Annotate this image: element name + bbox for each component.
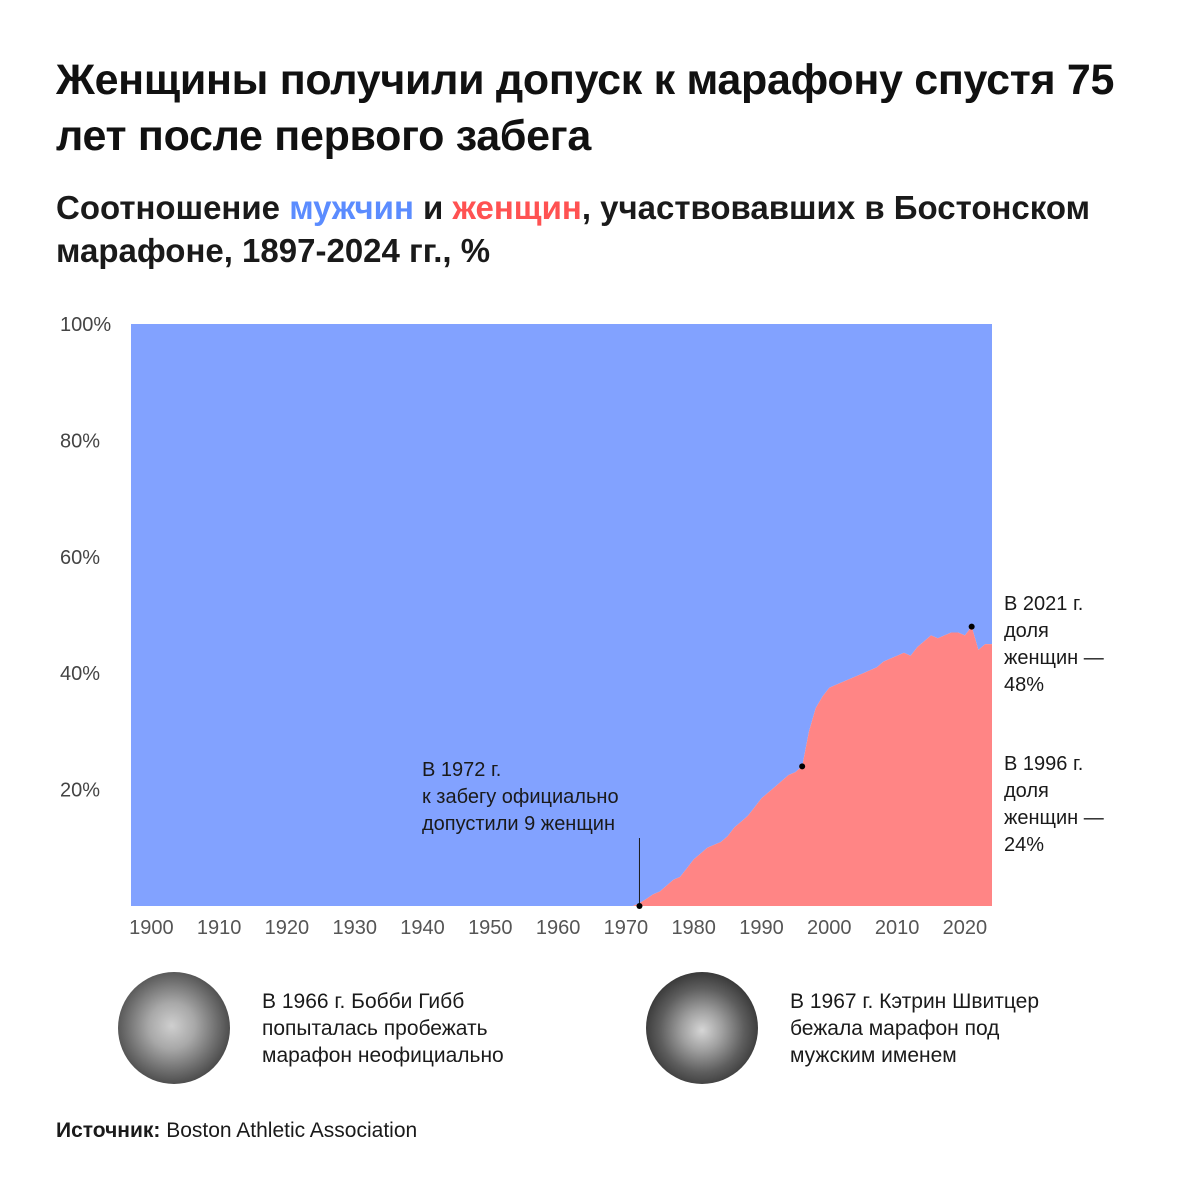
y-tick-label: 100% bbox=[60, 314, 111, 336]
source-text: Boston Athletic Association bbox=[160, 1119, 418, 1142]
subtitle-part2: и bbox=[413, 189, 453, 226]
source-label: Источник: bbox=[56, 1119, 161, 1142]
y-tick-label: 20% bbox=[60, 780, 100, 802]
chart-subtitle: Соотношение мужчин и женщин, участвовавш… bbox=[56, 186, 1156, 272]
annotation-point bbox=[799, 763, 806, 770]
avatar-bobbi-gibb bbox=[118, 972, 230, 1084]
x-tick-label: 1970 bbox=[604, 917, 649, 939]
annotation-line: В 1996 г. bbox=[1004, 753, 1083, 775]
annotation-line: В 2021 г. bbox=[1004, 593, 1083, 615]
plot-areas bbox=[131, 324, 992, 906]
x-tick-label: 1950 bbox=[468, 917, 513, 939]
annotation-line: доля bbox=[1004, 780, 1049, 802]
x-tick-label: 1960 bbox=[536, 917, 581, 939]
y-tick-label: 80% bbox=[60, 430, 100, 452]
subtitle-men-word: мужчин bbox=[289, 189, 414, 226]
caption-bobbi-gibb: В 1966 г. Бобби Гибб попыталась пробежат… bbox=[118, 972, 504, 1084]
subtitle-part1: Соотношение bbox=[56, 189, 290, 226]
area-chart: 100% 80% 60% 40% 20% 1900 1910 1920 1930 1940 195… bbox=[60, 314, 1104, 939]
annotation-1996: В 1996 г. доля женщин — 24% bbox=[1004, 753, 1104, 856]
x-tick-label: 2020 bbox=[943, 917, 988, 939]
area-series-men bbox=[131, 324, 992, 906]
x-tick-label: 1930 bbox=[332, 917, 377, 939]
annotation-line: допустили 9 женщин bbox=[422, 813, 615, 835]
annotations: В 1972 г. к забегу официально допустили 9 … bbox=[422, 593, 1104, 909]
annotation-line: В 1972 г. bbox=[422, 759, 501, 781]
x-tick-label: 2010 bbox=[875, 917, 920, 939]
x-tick-label: 1920 bbox=[265, 917, 310, 939]
y-tick-label: 40% bbox=[60, 663, 100, 685]
caption-text: В 1966 г. Бобби Гибб попыталась пробежат… bbox=[262, 989, 504, 1067]
annotation-1972: В 1972 г. к забегу официально допустили 9 … bbox=[422, 759, 619, 835]
subtitle-women-word: женщин bbox=[452, 189, 582, 226]
annotation-line: женщин — bbox=[1004, 647, 1104, 669]
area-series-women bbox=[131, 626, 992, 906]
x-tick-label: 2000 bbox=[807, 917, 852, 939]
x-tick-label: 1990 bbox=[739, 917, 784, 939]
caption-kathrine-switzer: В 1967 г. Кэтрин Швитцер бежала марафон … bbox=[646, 972, 1039, 1084]
annotation-2021: В 2021 г. доля женщин — 48% bbox=[1004, 593, 1104, 696]
annotation-line: 24% bbox=[1004, 834, 1044, 856]
x-axis-ticks: 1900 1910 1920 1930 1940 1950 1960 1970 1980 1990… bbox=[129, 917, 987, 939]
x-tick-label: 1910 bbox=[197, 917, 242, 939]
y-tick-label: 60% bbox=[60, 547, 100, 569]
x-tick-label: 1940 bbox=[400, 917, 445, 939]
x-tick-label: 1980 bbox=[671, 917, 716, 939]
source-note: Источник: Boston Athletic Association bbox=[56, 1119, 417, 1143]
annotation-point bbox=[968, 623, 975, 630]
y-axis-ticks: 100% 80% 60% 40% 20% bbox=[60, 314, 111, 802]
annotation-point bbox=[636, 903, 643, 909]
annotation-line: доля bbox=[1004, 620, 1049, 642]
subtitle-part3: , участвовавших в Бостонском марафоне, 1… bbox=[56, 189, 1090, 269]
avatar-kathrine-switzer bbox=[646, 972, 758, 1084]
annotation-line: женщин — bbox=[1004, 807, 1104, 829]
x-tick-label: 1900 bbox=[129, 917, 174, 939]
annotation-line: 48% bbox=[1004, 674, 1044, 696]
annotation-line: к забегу официально bbox=[422, 786, 619, 808]
caption-text: В 1967 г. Кэтрин Швитцер бежала марафон … bbox=[790, 989, 1040, 1067]
chart-title: Женщины получили допуск к марафону спуст… bbox=[56, 56, 1115, 160]
